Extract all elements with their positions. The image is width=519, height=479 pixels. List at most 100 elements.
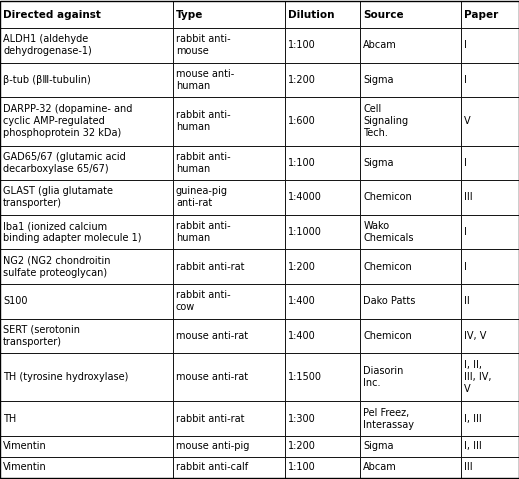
Bar — [461, 457, 519, 478]
Text: rabbit anti-
mouse: rabbit anti- mouse — [176, 34, 230, 57]
Text: Sigma: Sigma — [363, 442, 394, 452]
Text: S100: S100 — [3, 297, 28, 306]
Text: Wako
Chemicals: Wako Chemicals — [363, 221, 414, 243]
Bar — [173, 284, 285, 319]
Text: β-tub (βⅢ-tubulin): β-tub (βⅢ-tubulin) — [3, 75, 91, 85]
Text: Diasorin
Inc.: Diasorin Inc. — [363, 366, 404, 388]
Bar — [0, 250, 173, 284]
Bar — [173, 180, 285, 215]
Text: rabbit anti-rat: rabbit anti-rat — [176, 262, 244, 272]
Text: I: I — [465, 158, 467, 168]
Bar — [360, 146, 461, 180]
Text: Pel Freez,
Interassay: Pel Freez, Interassay — [363, 408, 414, 430]
Bar — [173, 457, 285, 478]
Bar — [0, 180, 173, 215]
Text: ALDH1 (aldehyde
dehydrogenase-1): ALDH1 (aldehyde dehydrogenase-1) — [3, 34, 92, 57]
Text: 1:400: 1:400 — [289, 297, 316, 306]
Bar — [360, 63, 461, 97]
Bar — [461, 401, 519, 436]
Text: Vimentin: Vimentin — [3, 442, 47, 452]
Bar — [360, 284, 461, 319]
Bar — [285, 28, 360, 63]
Bar — [461, 353, 519, 401]
Bar — [360, 215, 461, 250]
Text: I: I — [465, 262, 467, 272]
Text: 1:400: 1:400 — [289, 331, 316, 341]
Bar — [461, 63, 519, 97]
Bar — [285, 63, 360, 97]
Text: I: I — [465, 41, 467, 50]
Bar — [285, 401, 360, 436]
Text: 1:200: 1:200 — [289, 75, 316, 85]
Text: I: I — [465, 75, 467, 85]
Text: Cell
Signaling
Tech.: Cell Signaling Tech. — [363, 104, 408, 138]
Bar — [0, 63, 173, 97]
Text: Dilution: Dilution — [289, 10, 335, 20]
Text: rabbit anti-rat: rabbit anti-rat — [176, 414, 244, 424]
Text: Chemicon: Chemicon — [363, 331, 412, 341]
Text: rabbit anti-
cow: rabbit anti- cow — [176, 290, 230, 312]
Text: guinea-pig
anti-rat: guinea-pig anti-rat — [176, 186, 228, 208]
Bar — [461, 284, 519, 319]
Bar — [360, 250, 461, 284]
Bar — [173, 146, 285, 180]
Text: Vimentin: Vimentin — [3, 463, 47, 472]
Text: 1:200: 1:200 — [289, 262, 316, 272]
Text: NG2 (NG2 chondroitin
sulfate proteoglycan): NG2 (NG2 chondroitin sulfate proteoglyca… — [3, 256, 111, 278]
Bar — [360, 180, 461, 215]
Bar — [360, 319, 461, 353]
Bar — [173, 436, 285, 457]
Text: 1:100: 1:100 — [289, 41, 316, 50]
Text: rabbit anti-
human: rabbit anti- human — [176, 111, 230, 133]
Bar — [173, 353, 285, 401]
Text: SERT (serotonin
transporter): SERT (serotonin transporter) — [3, 325, 80, 347]
Bar — [461, 28, 519, 63]
Text: Dako Patts: Dako Patts — [363, 297, 416, 306]
Text: Sigma: Sigma — [363, 75, 394, 85]
Bar — [0, 146, 173, 180]
Text: I, II,
III, IV,
V: I, II, III, IV, V — [465, 360, 492, 394]
Bar — [285, 180, 360, 215]
Text: Iba1 (ionized calcium
binding adapter molecule 1): Iba1 (ionized calcium binding adapter mo… — [3, 221, 142, 243]
Bar — [0, 457, 173, 478]
Text: rabbit anti-
human: rabbit anti- human — [176, 221, 230, 243]
Bar — [461, 146, 519, 180]
Text: 1:300: 1:300 — [289, 414, 316, 424]
Bar — [0, 353, 173, 401]
Bar — [0, 319, 173, 353]
Bar — [461, 97, 519, 146]
Text: II: II — [465, 297, 470, 306]
Bar — [360, 97, 461, 146]
Bar — [285, 284, 360, 319]
Bar — [360, 457, 461, 478]
Text: 1:100: 1:100 — [289, 463, 316, 472]
Bar — [360, 436, 461, 457]
Text: mouse anti-rat: mouse anti-rat — [176, 331, 248, 341]
Text: rabbit anti-
human: rabbit anti- human — [176, 152, 230, 174]
Bar — [285, 319, 360, 353]
Bar — [0, 436, 173, 457]
Bar — [360, 353, 461, 401]
Text: Paper: Paper — [465, 10, 499, 20]
Bar — [0, 1, 173, 28]
Text: Abcam: Abcam — [363, 463, 397, 472]
Bar — [0, 401, 173, 436]
Bar — [173, 97, 285, 146]
Bar — [0, 97, 173, 146]
Text: I: I — [465, 227, 467, 237]
Bar — [285, 353, 360, 401]
Text: DARPP-32 (dopamine- and
cyclic AMP-regulated
phosphoprotein 32 kDa): DARPP-32 (dopamine- and cyclic AMP-regul… — [3, 104, 132, 138]
Text: GLAST (glia glutamate
transporter): GLAST (glia glutamate transporter) — [3, 186, 113, 208]
Text: TH (tyrosine hydroxylase): TH (tyrosine hydroxylase) — [3, 372, 128, 382]
Text: V: V — [465, 116, 471, 126]
Bar — [461, 436, 519, 457]
Text: 1:600: 1:600 — [289, 116, 316, 126]
Text: mouse anti-rat: mouse anti-rat — [176, 372, 248, 382]
Text: Chemicon: Chemicon — [363, 262, 412, 272]
Text: GAD65/67 (glutamic acid
decarboxylase 65/67): GAD65/67 (glutamic acid decarboxylase 65… — [3, 152, 126, 174]
Bar — [461, 319, 519, 353]
Bar — [173, 401, 285, 436]
Bar — [0, 28, 173, 63]
Bar — [285, 146, 360, 180]
Text: Type: Type — [176, 10, 203, 20]
